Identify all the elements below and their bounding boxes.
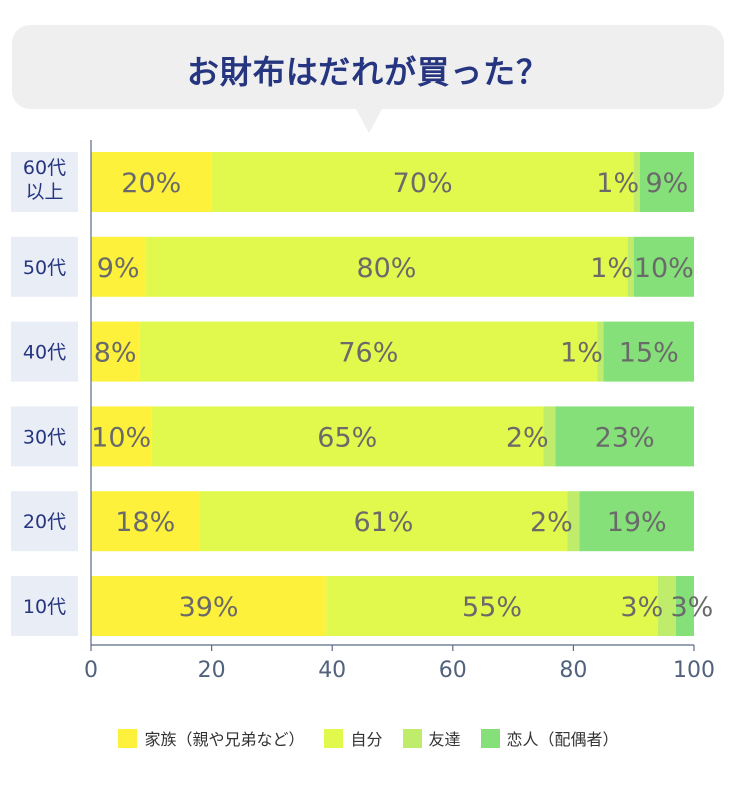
bar-segment — [597, 321, 604, 382]
bar-segment — [675, 576, 694, 636]
bar-segment — [139, 321, 598, 382]
data-label: 9% — [97, 253, 140, 284]
data-label: 8% — [94, 338, 137, 369]
bar-segment — [211, 152, 634, 212]
bar-segment — [627, 236, 634, 297]
category-label: 30代 — [23, 426, 66, 448]
data-label: 61% — [353, 507, 413, 538]
bar-segment — [91, 321, 140, 382]
legend-swatch — [118, 728, 138, 748]
category-label-box — [11, 576, 78, 636]
x-tick-label: 60 — [439, 658, 467, 683]
bar-segment — [633, 152, 640, 212]
data-label: 15% — [619, 338, 679, 369]
legend-label: 恋人（配偶者） — [506, 730, 619, 749]
bar-segment — [91, 152, 212, 212]
bar-segment — [151, 406, 544, 467]
bar-segment — [555, 406, 694, 467]
category-label-box — [11, 491, 78, 552]
data-label: 2% — [506, 422, 549, 453]
legend-label: 家族（親や兄弟など） — [144, 730, 305, 749]
legend-item: 恋人（配偶者） — [480, 726, 619, 750]
legend-item: 友達 — [402, 726, 461, 750]
category-label: 10代 — [23, 596, 66, 618]
bar-segment — [603, 321, 694, 382]
bar-segment — [91, 236, 146, 297]
legend-label: 自分 — [350, 730, 383, 749]
legend-swatch — [402, 728, 422, 748]
data-label: 65% — [317, 422, 377, 453]
x-tick-label: 100 — [673, 658, 715, 683]
chart-title: お財布はだれが買った？ — [186, 53, 550, 91]
data-label: 80% — [356, 253, 416, 284]
legend-swatch — [324, 728, 344, 748]
bar-segment — [579, 491, 694, 552]
bar-segment — [567, 491, 580, 552]
x-tick-label: 0 — [84, 658, 98, 683]
data-label: 18% — [115, 507, 175, 538]
data-label: 1% — [596, 168, 639, 199]
data-label: 23% — [595, 422, 655, 453]
category-label-box — [11, 236, 78, 297]
category-label: 40代 — [23, 342, 66, 364]
data-label: 3% — [620, 592, 663, 623]
data-label: 55% — [462, 592, 522, 623]
legend: 家族（親や兄弟など） 自分 友達 恋人（配偶者） — [0, 726, 737, 750]
category-label: 50代 — [23, 257, 66, 279]
category-label-box — [11, 321, 78, 382]
title-bubble: お財布はだれが買った？ — [12, 25, 724, 133]
bar-segment — [145, 236, 628, 297]
legend-swatch — [480, 728, 500, 748]
data-label: 3% — [670, 592, 713, 623]
data-label: 1% — [590, 253, 633, 284]
data-label: 9% — [645, 168, 688, 199]
legend-label: 友達 — [428, 730, 461, 749]
data-label: 19% — [607, 507, 667, 538]
data-label: 1% — [560, 338, 603, 369]
bar-segment — [91, 576, 327, 636]
data-label: 70% — [393, 168, 453, 199]
bar-segment — [543, 406, 556, 467]
legend-item: 自分 — [324, 726, 383, 750]
bar-segment — [91, 406, 152, 467]
data-label: 10% — [91, 422, 151, 453]
bar-segment — [633, 236, 694, 297]
data-label: 10% — [634, 253, 694, 284]
bar-segment — [657, 576, 676, 636]
x-tick-label: 20 — [198, 658, 226, 683]
legend-item: 家族（親や兄弟など） — [118, 726, 304, 750]
x-tick-label: 80 — [559, 658, 587, 683]
bar-segment — [199, 491, 568, 552]
bar-segment — [91, 491, 200, 552]
bar-segment — [326, 576, 658, 636]
data-label: 20% — [121, 168, 181, 199]
category-label-box — [11, 406, 78, 467]
category-label: 60代以上 — [23, 157, 66, 203]
category-label-box — [11, 152, 78, 212]
data-label: 39% — [179, 592, 239, 623]
data-label: 2% — [530, 507, 573, 538]
bar-segment — [639, 152, 694, 212]
category-label: 20代 — [23, 511, 66, 533]
x-tick-label: 40 — [318, 658, 346, 683]
data-label: 76% — [338, 338, 398, 369]
